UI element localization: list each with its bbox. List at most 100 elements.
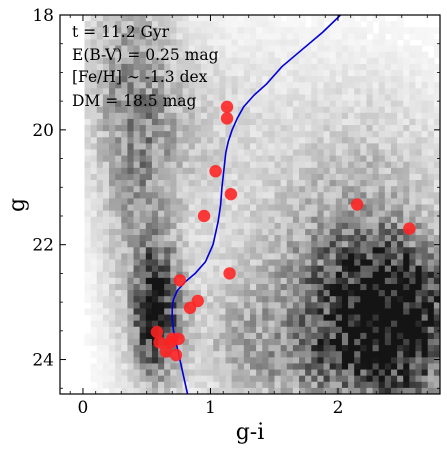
density-cell <box>182 247 190 254</box>
density-cell <box>115 381 122 389</box>
density-cell <box>268 106 276 114</box>
density-cell <box>354 167 361 175</box>
density-cell <box>403 192 410 199</box>
density-cell <box>127 314 135 322</box>
density-cell <box>237 308 245 316</box>
density-cell <box>139 82 147 89</box>
density-cell <box>268 253 276 261</box>
density-cell <box>133 186 141 193</box>
density-cell <box>305 222 312 230</box>
density-cell <box>403 338 410 346</box>
density-cell <box>237 283 245 291</box>
density-cell <box>427 198 435 206</box>
density-cell <box>133 369 141 377</box>
density-cell <box>237 247 245 254</box>
density-cell <box>127 216 135 224</box>
density-cell <box>237 51 245 59</box>
density-cell <box>305 149 312 157</box>
density-cell <box>250 125 257 132</box>
density-cell <box>427 381 435 389</box>
density-cell <box>262 15 269 22</box>
density-cell <box>243 235 251 242</box>
density-cell <box>90 106 98 114</box>
data-point <box>220 112 234 125</box>
density-cell <box>219 167 227 175</box>
density-cell <box>207 33 214 41</box>
density-cell <box>433 332 440 340</box>
density-cell <box>121 338 129 346</box>
density-cell <box>348 326 355 334</box>
density-cell <box>323 283 331 291</box>
density-cell <box>250 27 257 34</box>
density-cell <box>372 82 380 89</box>
density-cell <box>243 228 251 236</box>
density-cell <box>102 173 110 181</box>
density-cell <box>280 112 288 120</box>
density-cell <box>390 302 398 310</box>
density-cell <box>127 265 135 273</box>
density-cell <box>378 143 386 151</box>
density-cell <box>170 228 178 236</box>
density-cell <box>341 345 349 352</box>
density-cell <box>390 76 398 83</box>
density-cell <box>262 320 269 328</box>
density-cell <box>231 137 239 144</box>
density-cell <box>397 94 404 102</box>
density-cell <box>231 363 239 371</box>
density-cell <box>243 283 251 291</box>
density-cell <box>354 70 361 77</box>
density-cell <box>415 387 423 394</box>
density-cell <box>378 235 386 242</box>
density-cell <box>360 228 368 236</box>
density-cell <box>415 180 423 187</box>
density-cell <box>311 387 319 394</box>
density-cell <box>360 314 368 322</box>
density-cell <box>170 45 178 53</box>
density-cell <box>427 88 435 96</box>
density-cell <box>299 210 306 218</box>
density-cell <box>341 259 349 267</box>
density-cell <box>397 21 404 28</box>
density-cell <box>403 357 410 365</box>
density-cell <box>360 259 368 267</box>
density-cell <box>403 375 410 383</box>
density-cell <box>409 82 417 89</box>
density-cell <box>341 375 349 383</box>
density-cell <box>213 314 220 322</box>
density-cell <box>378 271 386 279</box>
density-cell <box>390 112 398 120</box>
density-cell <box>200 369 208 377</box>
density-cell <box>397 277 404 285</box>
density-cell <box>390 320 398 328</box>
density-cell <box>90 363 98 371</box>
density-cell <box>250 296 257 303</box>
density-cell <box>329 363 337 371</box>
density-cell <box>274 76 282 83</box>
density-cell <box>182 320 190 328</box>
density-cell <box>231 265 239 273</box>
density-cell <box>90 143 98 151</box>
density-cell <box>151 186 159 193</box>
density-cell <box>151 33 159 41</box>
density-cell <box>286 296 294 303</box>
density-cell <box>421 39 429 47</box>
density-cell <box>366 149 374 157</box>
density-cell <box>421 363 429 371</box>
density-cell <box>397 57 404 65</box>
density-cell <box>151 253 159 261</box>
density-cell <box>109 351 116 358</box>
density-cell <box>384 222 392 230</box>
density-cell <box>341 112 349 120</box>
density-cell <box>292 357 300 365</box>
density-cell <box>317 381 325 389</box>
density-cell <box>151 125 159 132</box>
density-cell <box>280 173 288 181</box>
density-cell <box>243 332 251 340</box>
density-cell <box>151 277 159 285</box>
density-cell <box>109 222 116 230</box>
density-cell <box>274 198 282 206</box>
density-cell <box>299 247 306 254</box>
density-cell <box>311 155 319 163</box>
density-cell <box>127 241 135 248</box>
density-cell <box>354 338 361 346</box>
